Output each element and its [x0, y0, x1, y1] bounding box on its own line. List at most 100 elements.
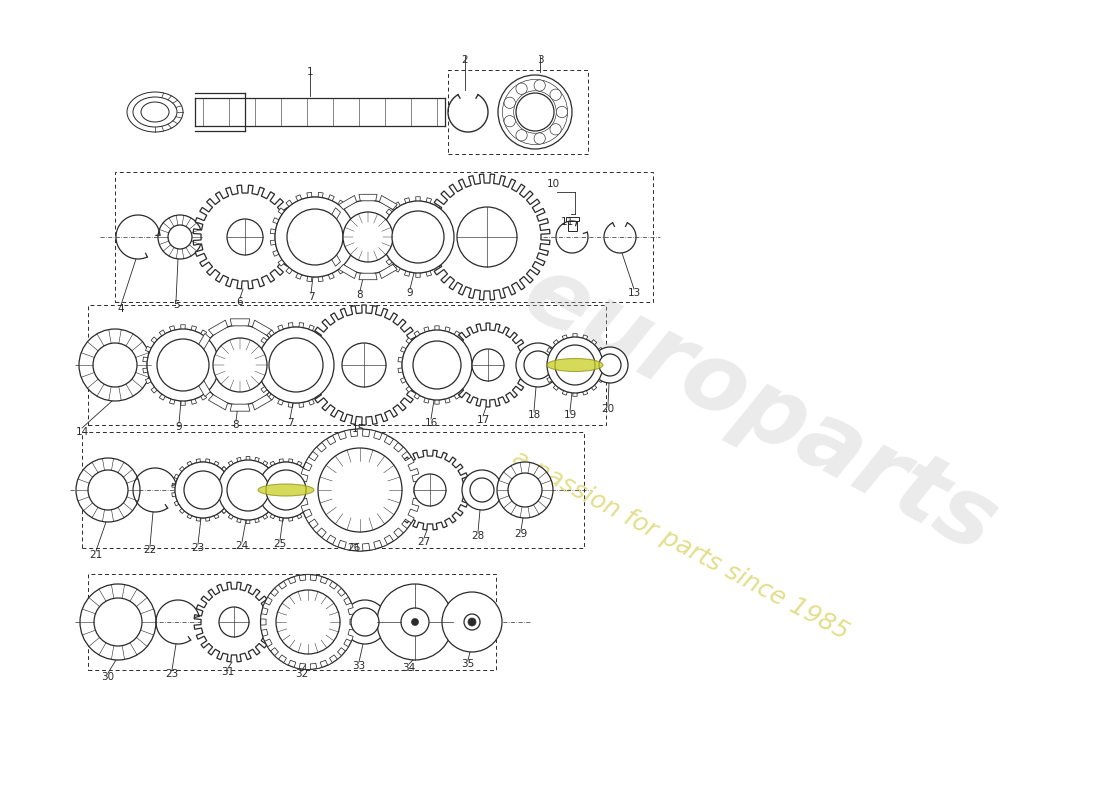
- Circle shape: [213, 338, 267, 392]
- Circle shape: [266, 470, 306, 510]
- Polygon shape: [230, 404, 250, 411]
- Polygon shape: [404, 228, 410, 246]
- Text: 26: 26: [348, 543, 361, 553]
- Circle shape: [402, 330, 472, 400]
- Circle shape: [147, 329, 219, 401]
- Polygon shape: [396, 249, 409, 266]
- Circle shape: [497, 462, 553, 518]
- Circle shape: [411, 618, 418, 626]
- Ellipse shape: [126, 92, 183, 132]
- Circle shape: [442, 592, 502, 652]
- Circle shape: [343, 212, 393, 262]
- Circle shape: [287, 209, 343, 265]
- Circle shape: [516, 83, 527, 94]
- Circle shape: [168, 225, 192, 249]
- Bar: [568, 221, 578, 231]
- Circle shape: [227, 219, 263, 255]
- Circle shape: [504, 115, 515, 127]
- Circle shape: [261, 574, 355, 670]
- Text: 34: 34: [403, 663, 416, 673]
- Circle shape: [550, 89, 561, 100]
- Text: 28: 28: [472, 531, 485, 541]
- Polygon shape: [396, 208, 409, 226]
- Polygon shape: [255, 458, 317, 522]
- Circle shape: [462, 470, 502, 510]
- Polygon shape: [543, 334, 606, 396]
- Circle shape: [550, 124, 561, 135]
- Text: 1: 1: [307, 67, 314, 77]
- Polygon shape: [214, 457, 282, 523]
- Ellipse shape: [258, 484, 314, 496]
- Polygon shape: [194, 185, 297, 289]
- Polygon shape: [299, 429, 421, 551]
- Polygon shape: [377, 197, 459, 278]
- Circle shape: [275, 197, 355, 277]
- Text: 7: 7: [287, 418, 294, 428]
- Circle shape: [218, 460, 278, 520]
- Circle shape: [524, 351, 552, 379]
- Text: 20: 20: [602, 404, 615, 414]
- Polygon shape: [326, 228, 332, 246]
- Circle shape: [556, 345, 595, 385]
- Text: 3: 3: [537, 55, 543, 65]
- Circle shape: [258, 462, 314, 518]
- Polygon shape: [379, 265, 397, 278]
- Circle shape: [392, 211, 444, 263]
- Text: 7: 7: [308, 292, 315, 302]
- Ellipse shape: [547, 358, 603, 371]
- Circle shape: [258, 327, 334, 403]
- Circle shape: [76, 458, 140, 522]
- Circle shape: [331, 200, 405, 274]
- Circle shape: [456, 207, 517, 267]
- Circle shape: [94, 343, 138, 387]
- Text: 8: 8: [233, 420, 240, 430]
- Circle shape: [158, 215, 202, 259]
- Polygon shape: [261, 574, 355, 670]
- Ellipse shape: [133, 97, 177, 127]
- Polygon shape: [195, 378, 210, 397]
- Polygon shape: [271, 192, 360, 282]
- Text: 30: 30: [101, 672, 114, 682]
- Ellipse shape: [141, 102, 169, 122]
- Circle shape: [600, 354, 621, 376]
- Circle shape: [318, 448, 402, 532]
- Text: 31: 31: [221, 667, 234, 677]
- Circle shape: [592, 347, 628, 383]
- Text: 33: 33: [352, 661, 365, 671]
- Polygon shape: [327, 208, 341, 226]
- Circle shape: [184, 471, 222, 509]
- Text: 14: 14: [76, 427, 89, 437]
- Bar: [566, 217, 579, 221]
- Circle shape: [534, 133, 546, 144]
- Circle shape: [498, 75, 572, 149]
- Text: 10: 10: [547, 179, 560, 189]
- Circle shape: [412, 341, 461, 389]
- Polygon shape: [208, 394, 228, 410]
- Polygon shape: [194, 582, 274, 662]
- Polygon shape: [447, 323, 530, 407]
- Circle shape: [343, 600, 387, 644]
- Text: 21: 21: [89, 550, 102, 560]
- Polygon shape: [195, 334, 210, 353]
- Polygon shape: [254, 322, 339, 407]
- Polygon shape: [172, 458, 234, 522]
- Text: a passion for parts since 1985: a passion for parts since 1985: [507, 446, 852, 644]
- Circle shape: [503, 79, 568, 145]
- Circle shape: [402, 608, 429, 636]
- Circle shape: [534, 80, 546, 91]
- Circle shape: [464, 614, 480, 630]
- Text: 9: 9: [407, 288, 414, 298]
- Text: 18: 18: [527, 410, 540, 420]
- Text: 13: 13: [627, 288, 640, 298]
- Circle shape: [516, 343, 560, 387]
- Text: 32: 32: [296, 669, 309, 679]
- Circle shape: [547, 337, 603, 393]
- Circle shape: [80, 584, 156, 660]
- Circle shape: [472, 349, 504, 381]
- Circle shape: [157, 339, 209, 391]
- Polygon shape: [359, 273, 377, 280]
- Text: 15: 15: [351, 424, 364, 434]
- Polygon shape: [230, 319, 250, 326]
- Circle shape: [508, 473, 542, 507]
- Polygon shape: [327, 249, 341, 266]
